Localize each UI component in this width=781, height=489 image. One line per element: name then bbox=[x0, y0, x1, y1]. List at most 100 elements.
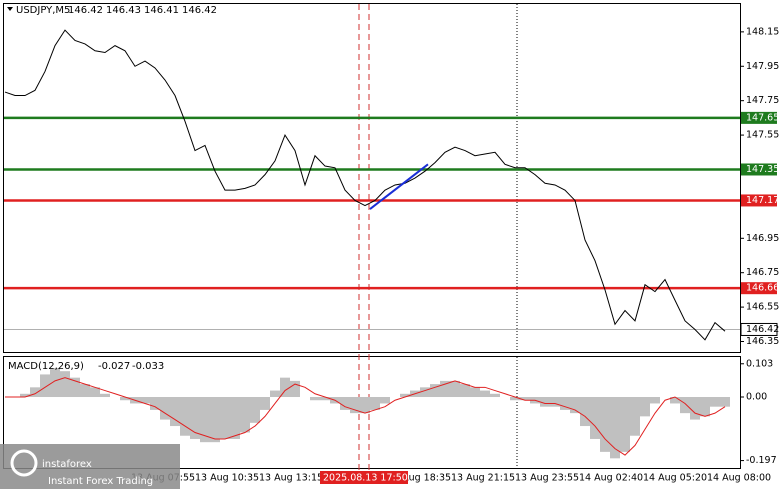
signal-line bbox=[5, 377, 726, 456]
histogram-bar bbox=[610, 397, 620, 459]
price-line bbox=[4, 29, 726, 341]
histogram-bar bbox=[350, 397, 360, 414]
histogram-bar bbox=[620, 397, 630, 452]
histogram-bar bbox=[370, 397, 380, 410]
histogram-bar bbox=[630, 397, 640, 436]
histogram-bar bbox=[140, 397, 150, 404]
histogram-bar bbox=[180, 397, 190, 436]
histogram-bar bbox=[570, 397, 580, 414]
level-label: 146.66 bbox=[746, 283, 779, 294]
histogram-bar bbox=[560, 397, 570, 410]
x-tick-label: 14 Aug 08:00 bbox=[707, 473, 771, 484]
histogram-bar bbox=[580, 397, 590, 427]
watermark-brand: instaforex bbox=[42, 459, 92, 470]
histogram-bar bbox=[340, 397, 350, 410]
trendline bbox=[369, 163, 429, 210]
x-tick-label: 14 Aug 02:40 bbox=[579, 473, 643, 484]
y-tick-label: 0.103 bbox=[746, 358, 773, 369]
price-panel bbox=[3, 3, 741, 353]
histogram-bar bbox=[650, 397, 660, 404]
y-tick-label: 147.95 bbox=[746, 61, 779, 72]
histogram-bar bbox=[200, 397, 210, 443]
histogram-bar bbox=[150, 397, 160, 410]
quote-value: 146.41 bbox=[144, 5, 179, 16]
histogram-bar bbox=[590, 397, 600, 439]
quote-value: 146.42 bbox=[182, 5, 217, 16]
level-tag bbox=[741, 111, 777, 124]
symbol-arrow bbox=[7, 7, 13, 11]
histogram-bar bbox=[670, 397, 680, 404]
x-tick-label: 13 Aug 10:35 bbox=[195, 473, 259, 484]
histogram-bar bbox=[90, 387, 100, 398]
histogram-bar bbox=[510, 397, 520, 401]
histogram-bar bbox=[120, 397, 130, 401]
y-tick-label: -0.197 bbox=[746, 455, 777, 466]
y-tick-label: 148.15 bbox=[746, 26, 779, 37]
watermark-tagline: Instant Forex Trading bbox=[48, 476, 153, 487]
histogram-bar bbox=[470, 387, 480, 398]
y-tick-label: 147.75 bbox=[746, 95, 779, 106]
histogram-bar bbox=[220, 397, 230, 439]
histogram-bar bbox=[240, 397, 250, 433]
histogram-bar bbox=[480, 390, 490, 398]
histogram-bar bbox=[310, 397, 320, 401]
histogram-bar bbox=[640, 397, 650, 417]
histogram-bar bbox=[50, 367, 60, 398]
y-tick-label: 0.00 bbox=[746, 392, 767, 403]
histogram-bar bbox=[270, 390, 280, 398]
indicator-reading: -0.027 bbox=[98, 361, 130, 372]
histogram-bar bbox=[380, 397, 390, 404]
level-tag bbox=[741, 163, 777, 176]
histogram-bar bbox=[280, 377, 290, 398]
histogram-bar bbox=[190, 397, 200, 439]
histogram-bar bbox=[420, 387, 430, 398]
current-price-tag bbox=[740, 322, 778, 336]
histogram-bar bbox=[430, 384, 440, 398]
histogram-bar bbox=[290, 380, 300, 398]
histogram-bar bbox=[70, 377, 80, 398]
watermark-logo bbox=[10, 449, 38, 477]
histogram-bar bbox=[400, 393, 410, 398]
level-tag bbox=[741, 194, 777, 207]
histogram-bar bbox=[30, 387, 40, 398]
histogram-bar bbox=[710, 397, 720, 407]
indicator-reading: -0.033 bbox=[132, 361, 164, 372]
histogram-bar bbox=[40, 374, 50, 398]
histogram-bar bbox=[520, 397, 530, 401]
histogram-bar bbox=[720, 397, 730, 407]
level-label: 147.17 bbox=[746, 195, 779, 206]
y-tick-label: 146.75 bbox=[746, 267, 779, 278]
quote-value: 146.43 bbox=[106, 5, 141, 16]
histogram-bar bbox=[680, 397, 690, 414]
histogram-bar bbox=[60, 371, 70, 398]
quote-value: 146.42 bbox=[68, 5, 103, 16]
histogram-bar bbox=[550, 397, 560, 407]
histogram-bar bbox=[210, 397, 220, 443]
indicator-name: MACD(12,26,9) bbox=[8, 361, 84, 372]
histogram-bar bbox=[690, 397, 700, 420]
x-tick-label: 13 Aug 13:15 bbox=[259, 473, 323, 484]
current-price-label: 146.42 bbox=[746, 324, 779, 335]
plot-layer bbox=[4, 29, 740, 459]
histogram-bar bbox=[100, 393, 110, 398]
x-tick-label: 13 Aug 23:55 bbox=[515, 473, 579, 484]
x-tick-label: 13 Aug 21:15 bbox=[451, 473, 515, 484]
highlight-label: 2025.08.13 17:50 bbox=[323, 473, 408, 484]
histogram-bar bbox=[250, 397, 260, 423]
chart-title: USDJPY,M5 bbox=[16, 5, 70, 16]
histogram-bar bbox=[540, 397, 550, 407]
histogram-bar bbox=[460, 384, 470, 398]
histogram-bar bbox=[700, 397, 710, 417]
histogram-bar bbox=[170, 397, 180, 427]
level-label: 147.35 bbox=[746, 164, 779, 175]
x-tick-label: 14 Aug 05:20 bbox=[643, 473, 707, 484]
histogram-bar bbox=[80, 384, 90, 398]
histogram-bar bbox=[360, 397, 370, 414]
highlight-tag bbox=[320, 471, 408, 484]
histogram-bar bbox=[260, 397, 270, 410]
histogram-bar bbox=[20, 393, 30, 398]
level-tag bbox=[741, 282, 777, 295]
y-tick-label: 146.55 bbox=[746, 302, 779, 313]
histogram-bar bbox=[450, 380, 460, 398]
